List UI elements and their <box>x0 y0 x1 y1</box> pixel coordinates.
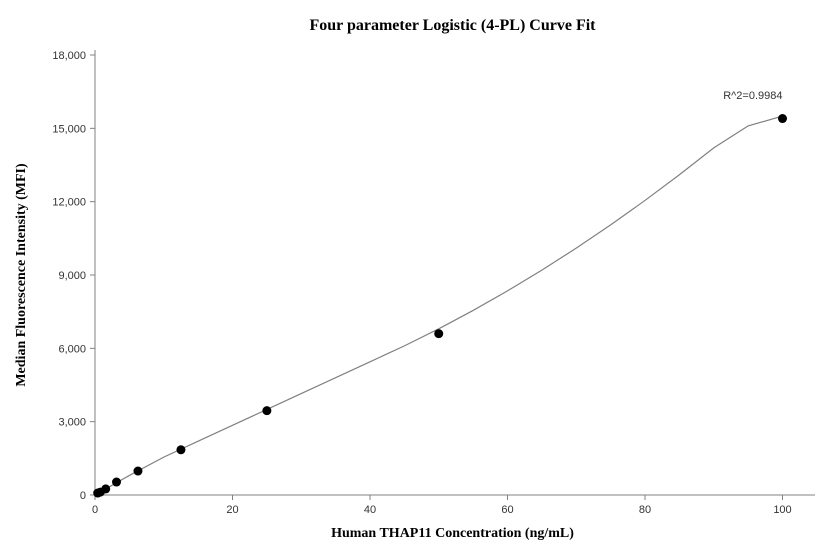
x-tick-label: 20 <box>226 504 238 516</box>
x-axis-title: Human THAP11 Concentration (ng/mL) <box>331 526 574 541</box>
fit-curve <box>95 116 783 494</box>
y-axis-title: Median Fluorescence Intensity (MFI) <box>14 163 29 387</box>
x-tick-label: 40 <box>364 504 376 516</box>
y-tick-label: 12,000 <box>52 197 86 209</box>
x-tick-label: 80 <box>639 504 651 516</box>
y-axis: 0 3,000 6,000 9,000 12,000 15,000 18,000 <box>52 50 95 502</box>
x-tick-label: 0 <box>92 504 98 516</box>
data-point <box>112 478 121 487</box>
data-point <box>133 467 142 476</box>
r-squared-annotation: R^2=0.9984 <box>723 90 782 102</box>
data-point <box>262 406 271 415</box>
x-tick-label: 100 <box>773 504 791 516</box>
y-tick-label: 9,000 <box>58 270 86 282</box>
data-point <box>176 445 185 454</box>
y-tick-label: 0 <box>80 490 86 502</box>
y-tick-label: 15,000 <box>52 123 86 135</box>
y-tick-label: 6,000 <box>58 343 86 355</box>
y-tick-label: 3,000 <box>58 417 86 429</box>
x-tick-label: 60 <box>501 504 513 516</box>
data-point <box>434 329 443 338</box>
data-point <box>778 114 787 123</box>
chart-container: Four parameter Logistic (4-PL) Curve Fit… <box>0 0 832 560</box>
chart-svg: Four parameter Logistic (4-PL) Curve Fit… <box>0 0 832 560</box>
chart-title: Four parameter Logistic (4-PL) Curve Fit <box>309 17 596 34</box>
data-point <box>101 484 110 493</box>
x-axis: 0 20 40 60 80 100 <box>92 495 815 516</box>
y-tick-label: 18,000 <box>52 50 86 62</box>
